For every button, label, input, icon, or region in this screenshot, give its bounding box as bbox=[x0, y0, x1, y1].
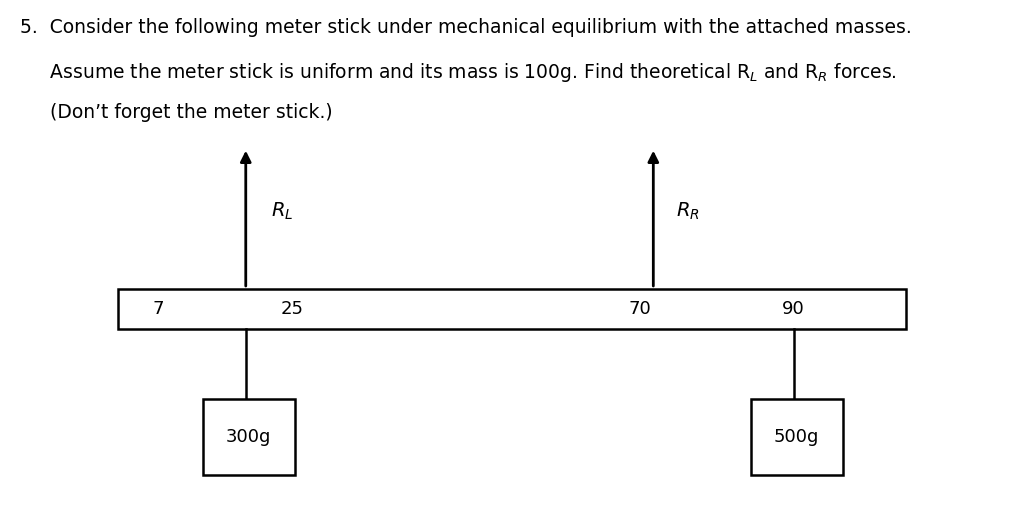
Text: Assume the meter stick is uniform and its mass is 100g. Find theoretical R$_{L}$: Assume the meter stick is uniform and it… bbox=[20, 61, 897, 84]
Text: 300g: 300g bbox=[226, 428, 271, 446]
Text: 25: 25 bbox=[281, 300, 303, 318]
Text: (Don’t forget the meter stick.): (Don’t forget the meter stick.) bbox=[20, 103, 333, 122]
Bar bbox=[118, 289, 906, 329]
Text: 90: 90 bbox=[782, 300, 805, 318]
Text: $R_L$: $R_L$ bbox=[271, 201, 294, 222]
Bar bbox=[751, 399, 843, 475]
Text: 5.  Consider the following meter stick under mechanical equilibrium with the att: 5. Consider the following meter stick un… bbox=[20, 18, 912, 37]
Text: 500g: 500g bbox=[774, 428, 819, 446]
Text: 70: 70 bbox=[629, 300, 651, 318]
Text: $R_R$: $R_R$ bbox=[676, 201, 699, 222]
Bar bbox=[203, 399, 295, 475]
Text: 7: 7 bbox=[153, 300, 165, 318]
